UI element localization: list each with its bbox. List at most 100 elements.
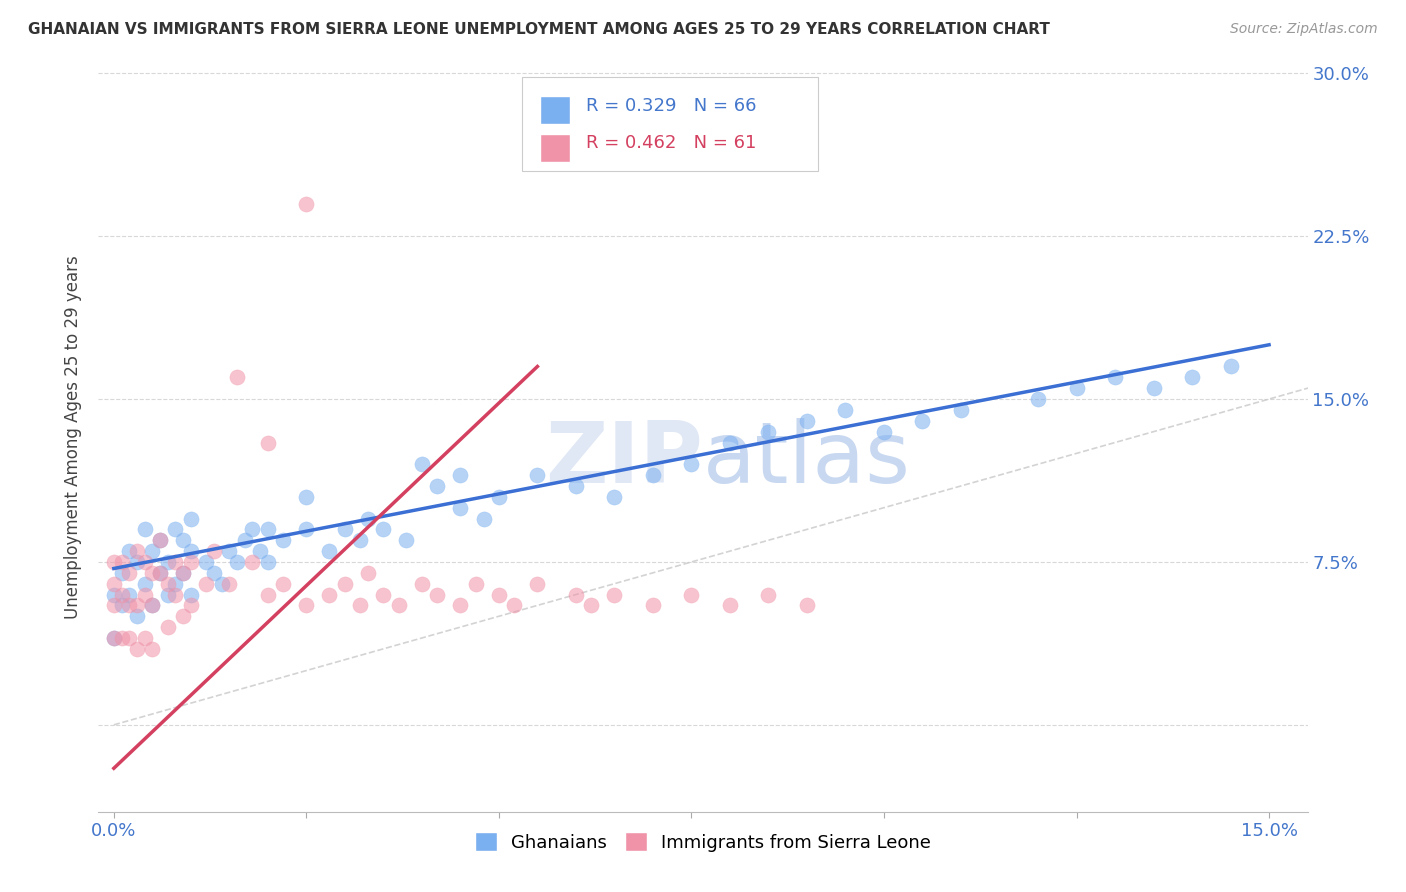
Y-axis label: Unemployment Among Ages 25 to 29 years: Unemployment Among Ages 25 to 29 years: [65, 255, 83, 619]
Point: [125, 544, 148, 558]
FancyBboxPatch shape: [540, 134, 569, 161]
Point: [180, 555, 202, 569]
Point: [202, 544, 225, 558]
Point: [149, 533, 172, 548]
Point: [449, 500, 471, 515]
Point: [156, 576, 179, 591]
Point: [357, 511, 380, 525]
Point: [149, 566, 172, 580]
Point: [180, 511, 202, 525]
Point: [464, 576, 486, 591]
Point: [1104, 370, 1126, 384]
Point: [195, 555, 218, 569]
Point: [226, 370, 249, 384]
Point: [110, 588, 132, 602]
Point: [172, 566, 194, 580]
Point: [373, 522, 395, 536]
Point: [718, 435, 741, 450]
Point: [373, 588, 395, 602]
Point: [257, 522, 280, 536]
Point: [295, 522, 318, 536]
Point: [395, 533, 418, 548]
Point: [1142, 381, 1164, 395]
Point: [125, 641, 148, 656]
Point: [242, 522, 264, 536]
Point: [233, 533, 256, 548]
Point: [141, 641, 163, 656]
Point: [581, 599, 603, 613]
Point: [1181, 370, 1204, 384]
Point: [118, 588, 141, 602]
Point: [1026, 392, 1049, 406]
Point: [603, 588, 626, 602]
Point: [641, 599, 664, 613]
Point: [349, 599, 371, 613]
Point: [103, 555, 125, 569]
Point: [103, 631, 125, 645]
Point: [125, 555, 148, 569]
Point: [103, 588, 125, 602]
Point: [271, 533, 294, 548]
Point: [318, 588, 340, 602]
Point: [388, 599, 411, 613]
Point: [118, 599, 141, 613]
Point: [681, 457, 703, 471]
Point: [165, 555, 187, 569]
Point: [295, 490, 318, 504]
Point: [226, 555, 249, 569]
Point: [180, 599, 202, 613]
Text: R = 0.462   N = 61: R = 0.462 N = 61: [586, 135, 756, 153]
Point: [134, 631, 156, 645]
Point: [103, 631, 125, 645]
Point: [318, 544, 340, 558]
Point: [349, 533, 371, 548]
Point: [472, 511, 495, 525]
Point: [110, 566, 132, 580]
Point: [718, 599, 741, 613]
Point: [180, 588, 202, 602]
Point: [141, 599, 163, 613]
Point: [134, 522, 156, 536]
Point: [149, 533, 172, 548]
Point: [242, 555, 264, 569]
Point: [125, 599, 148, 613]
Point: [110, 599, 132, 613]
Point: [333, 522, 356, 536]
Point: [134, 576, 156, 591]
Point: [172, 566, 194, 580]
Text: ZIP: ZIP: [546, 418, 703, 501]
Point: [110, 555, 132, 569]
Point: [257, 435, 280, 450]
Text: GHANAIAN VS IMMIGRANTS FROM SIERRA LEONE UNEMPLOYMENT AMONG AGES 25 TO 29 YEARS : GHANAIAN VS IMMIGRANTS FROM SIERRA LEONE…: [28, 22, 1050, 37]
Point: [103, 576, 125, 591]
Point: [641, 468, 664, 483]
Point: [411, 457, 433, 471]
Point: [165, 576, 187, 591]
Text: R = 0.329   N = 66: R = 0.329 N = 66: [586, 97, 756, 115]
Point: [110, 631, 132, 645]
Point: [488, 490, 510, 504]
Point: [526, 576, 548, 591]
Point: [118, 544, 141, 558]
Point: [165, 522, 187, 536]
FancyBboxPatch shape: [522, 78, 818, 171]
Point: [449, 468, 471, 483]
FancyBboxPatch shape: [540, 96, 569, 124]
Legend: Ghanaians, Immigrants from Sierra Leone: Ghanaians, Immigrants from Sierra Leone: [468, 825, 938, 859]
Point: [172, 533, 194, 548]
Point: [411, 576, 433, 591]
Point: [565, 479, 588, 493]
Point: [1066, 381, 1088, 395]
Point: [211, 576, 233, 591]
Point: [449, 599, 471, 613]
Point: [681, 588, 703, 602]
Point: [103, 599, 125, 613]
Point: [333, 576, 356, 591]
Text: atlas: atlas: [703, 418, 911, 501]
Point: [603, 490, 626, 504]
Text: Source: ZipAtlas.com: Source: ZipAtlas.com: [1230, 22, 1378, 37]
Point: [249, 544, 271, 558]
Point: [118, 631, 141, 645]
Point: [149, 566, 172, 580]
Point: [295, 599, 318, 613]
